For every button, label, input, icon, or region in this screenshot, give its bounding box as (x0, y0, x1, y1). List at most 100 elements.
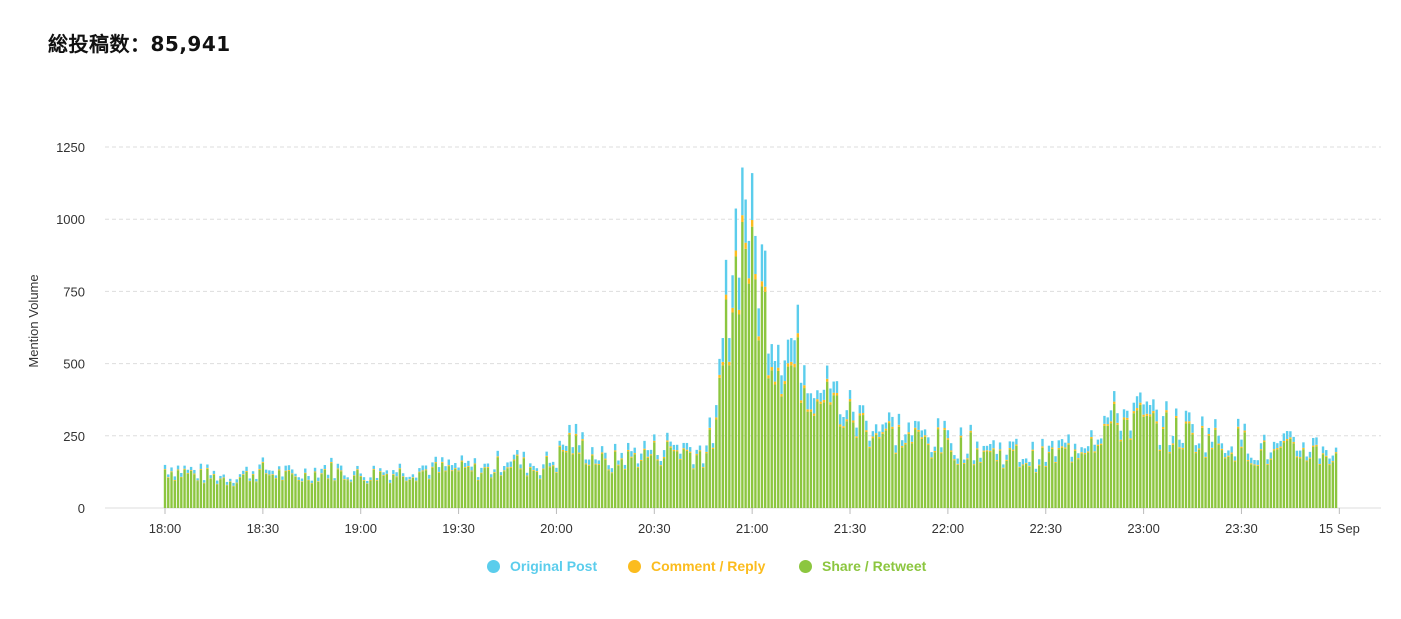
bar-segment-share (1116, 424, 1119, 508)
bar-segment-comment (1246, 460, 1250, 462)
bar-segment-comment (1276, 448, 1279, 450)
bar-segment-original (829, 388, 832, 403)
bar-segment-comment (1197, 448, 1201, 450)
bar-289 (1106, 417, 1109, 508)
bar-segment-comment (535, 471, 539, 472)
bar-segment-share (1175, 417, 1178, 508)
bar-segment-comment (287, 470, 291, 471)
bar-segment-share (747, 283, 751, 508)
bar-segment-comment (721, 361, 725, 366)
bar-341 (1276, 443, 1279, 508)
bar-segment-original (222, 474, 225, 478)
bar-segment-share (604, 459, 607, 508)
bar-segment-share (183, 469, 186, 508)
bar-segment-comment (173, 479, 176, 481)
bar-segment-comment (969, 430, 972, 433)
bar-segment-share (1024, 463, 1028, 508)
bar-segment-share (767, 378, 770, 508)
bar-segment-comment (1038, 464, 1041, 466)
bar-segment-share (630, 457, 633, 508)
bar-segment-original (248, 478, 252, 481)
bar-segment-original (1152, 399, 1155, 411)
bar-segment-share (1070, 462, 1074, 508)
x-axis: 18:00 18:30 19:00 19:30 20:00 20:30 21:00 21:30… (149, 508, 1360, 536)
bar-segment-original (803, 365, 806, 386)
bar-segment-share (910, 443, 914, 508)
bar-segment-share (176, 470, 180, 508)
bar-segment-comment (842, 426, 845, 429)
bar-106 (509, 461, 512, 508)
bar-segment-comment (901, 445, 904, 448)
bar-segment-original (633, 447, 636, 454)
legend-item-comment-reply[interactable]: Comment / Reply (628, 558, 765, 574)
legend-item-original-post[interactable]: Original Post (487, 558, 597, 574)
bar-segment-comment (180, 476, 183, 478)
bar-segment-comment (1073, 449, 1077, 451)
bar-segment-original (1292, 436, 1295, 442)
bar-segment-comment (904, 442, 907, 445)
bar-segment-original (486, 463, 490, 467)
bar-segment-original (809, 393, 813, 410)
bar-segment-comment (245, 470, 248, 472)
bar-segment-share (352, 476, 356, 508)
bar-segment-original (196, 478, 199, 481)
bar-339 (1269, 452, 1273, 508)
bar-segment-share (519, 469, 522, 508)
bar-segment-comment (238, 476, 242, 478)
bar-286 (1096, 439, 1100, 508)
bar-segment-comment (1334, 452, 1338, 454)
bar-segment-share (1250, 464, 1253, 508)
legend-dot-share (799, 559, 812, 573)
bar-segment-share (173, 480, 176, 508)
bar-segment-share (884, 430, 888, 508)
bar-segment-comment (1165, 410, 1168, 413)
bar-segment-share (1285, 440, 1289, 508)
bar-segment-share (401, 476, 405, 508)
bar-segment-original (431, 462, 434, 467)
legend-label-share: Share / Retweet (822, 558, 927, 574)
bar-segment-share (1109, 423, 1113, 508)
bar-segment-comment (685, 449, 689, 451)
bar-238 (940, 447, 943, 508)
bar-segment-original (1106, 417, 1109, 425)
bar-125 (571, 447, 574, 508)
bar-segment-original (597, 460, 601, 465)
bar-segment-share (307, 480, 310, 508)
bar-segment-comment (555, 472, 558, 473)
bar-segment-original (496, 450, 499, 457)
bar-segment-share (359, 476, 362, 508)
bar-segment-comment (496, 456, 499, 458)
bar-segment-comment (176, 469, 180, 471)
bar-345 (1289, 431, 1292, 508)
bar-151 (656, 455, 659, 508)
bar-17 (219, 475, 222, 508)
bar-segment-share (1067, 444, 1070, 508)
bar-segment-share (949, 451, 953, 508)
bar-segment-comment (382, 475, 385, 476)
bar-segment-comment (1214, 427, 1217, 430)
bar-segment-share (666, 441, 669, 508)
bar-288 (1103, 415, 1106, 508)
bar-segment-share (907, 433, 910, 508)
bar-segment-original (744, 199, 747, 243)
bar-segment-comment (222, 477, 225, 479)
bar-segment-original (1188, 412, 1191, 422)
bar-segment-original (627, 442, 630, 450)
bar-segment-comment (627, 449, 630, 452)
bar-26 (248, 478, 252, 508)
total-posts-title: 総投稿数：85,941 (48, 32, 231, 56)
bar-segment-original (522, 451, 526, 458)
bar-segment-original (401, 473, 405, 477)
bar-segment-share (976, 449, 979, 508)
legend-item-share-retweet[interactable]: Share / Retweet (799, 558, 926, 574)
bar-segment-comment (979, 461, 982, 463)
bar-segment-share (300, 481, 304, 508)
bar-segment-share (584, 464, 587, 508)
bar-segment-comment (806, 409, 809, 412)
bar-segment-original (271, 470, 274, 475)
bar-segment-original (1289, 431, 1292, 438)
bar-segment-original (545, 451, 548, 456)
bar-segment-share (284, 471, 287, 508)
bar-segment-original (943, 420, 946, 429)
bar-segment-share (271, 474, 274, 508)
